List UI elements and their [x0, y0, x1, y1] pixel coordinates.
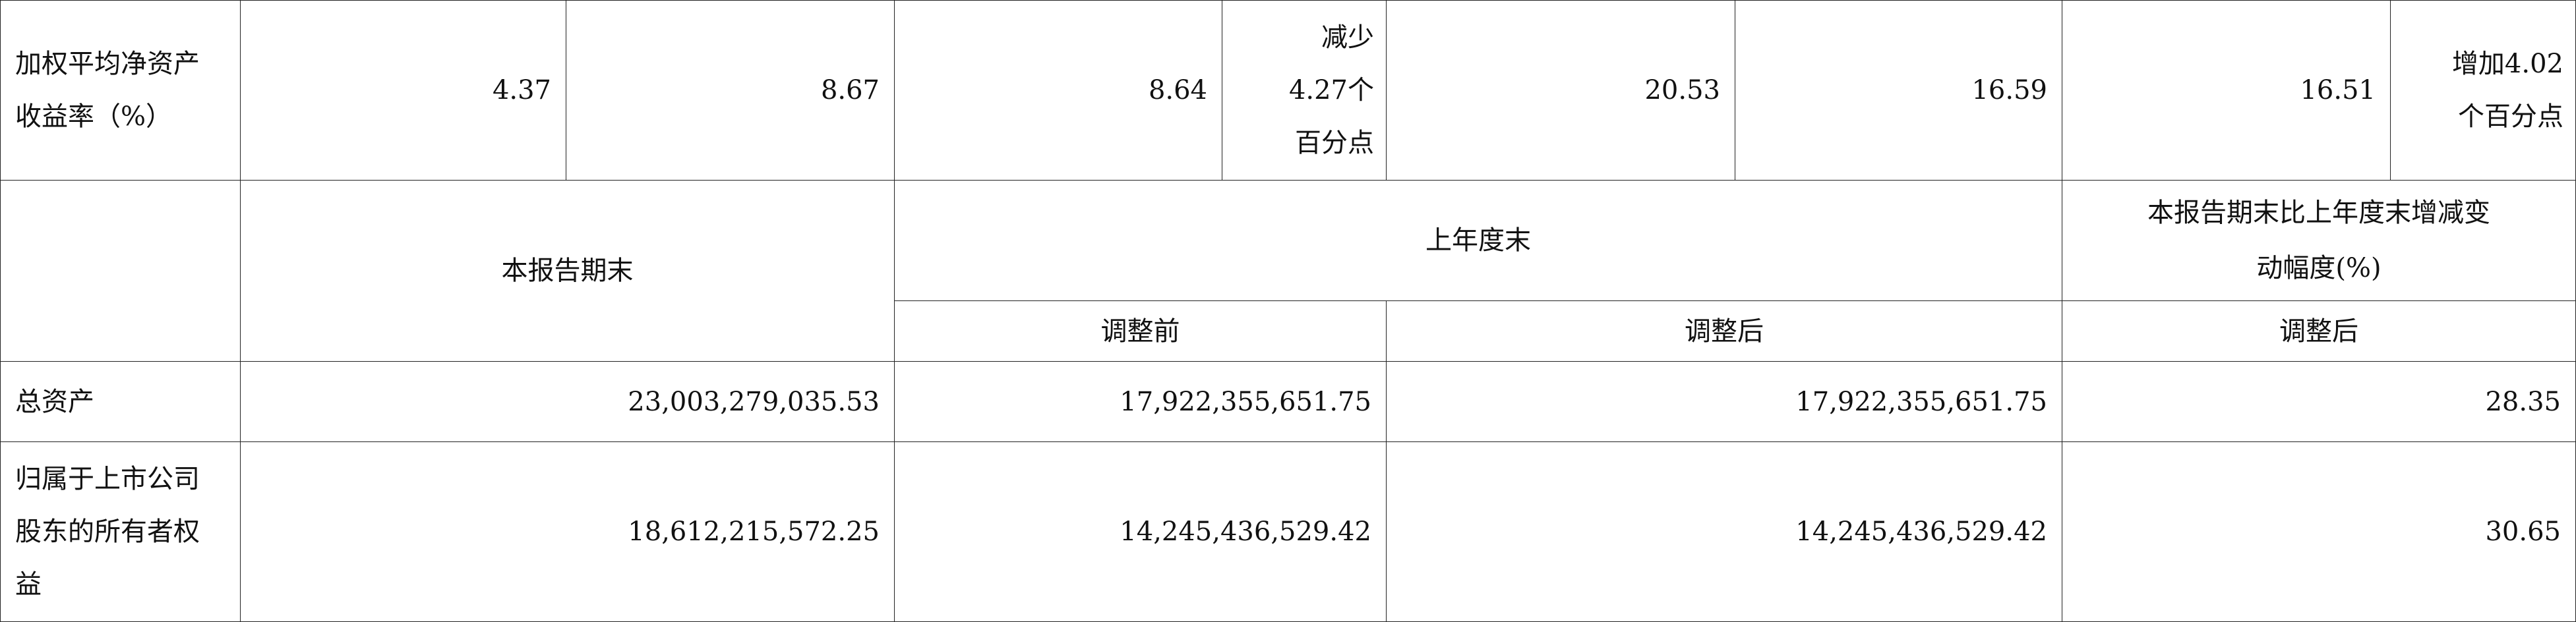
row-label-roe: 加权平均净资产 收益率（%）	[0, 0, 241, 181]
header-before-adjustment: 调整前	[894, 300, 1387, 362]
header-after-adjustment: 调整后	[1386, 300, 2062, 362]
equity-change: 30.65	[2062, 441, 2576, 622]
total-assets-change: 28.35	[2062, 361, 2576, 442]
total-assets-before: 17,922,355,651.75	[894, 361, 1387, 442]
equity-after: 14,245,436,529.42	[1386, 441, 2062, 622]
roe-value: 16.59	[1735, 0, 2062, 181]
header-prior-year-end: 上年度末	[894, 180, 2062, 301]
header-change-after-adjustment: 调整后	[2062, 300, 2576, 362]
roe-value: 4.37	[240, 0, 566, 181]
roe-change: 减少 4.27个 百分点	[1222, 0, 1387, 181]
header-change: 本报告期末比上年度末增减变 动幅度(%)	[2062, 180, 2576, 301]
roe-value: 16.51	[2062, 0, 2391, 181]
roe-value: 8.64	[894, 0, 1222, 181]
roe-change: 增加4.02 个百分点	[2390, 0, 2576, 181]
total-assets-current: 23,003,279,035.53	[240, 361, 895, 442]
total-assets-after: 17,922,355,651.75	[1386, 361, 2062, 442]
row-label-equity: 归属于上市公司 股东的所有者权 益	[0, 441, 241, 622]
roe-value: 8.67	[566, 0, 895, 181]
equity-before: 14,245,436,529.42	[894, 441, 1387, 622]
header-current-period-end: 本报告期末	[240, 180, 895, 362]
equity-current: 18,612,215,572.25	[240, 441, 895, 622]
row-label-total-assets: 总资产	[0, 361, 241, 442]
header-empty	[0, 180, 241, 362]
roe-value: 20.53	[1386, 0, 1735, 181]
